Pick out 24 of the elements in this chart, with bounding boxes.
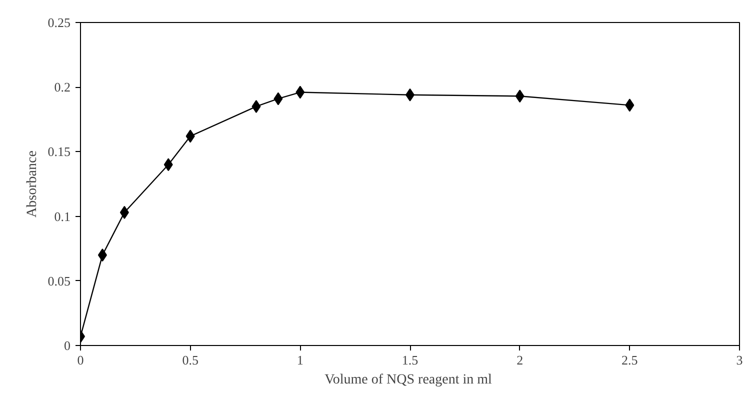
point: [296, 86, 305, 99]
y-tick-label: 0.05: [48, 273, 70, 288]
x-tick-label: 0.5: [182, 352, 198, 368]
y-axis-title: Absorbance: [24, 150, 40, 218]
point: [515, 90, 524, 103]
x-tick-label: 2.5: [622, 352, 638, 368]
point: [252, 100, 261, 113]
x-tick-label: 0: [77, 352, 84, 368]
y-tick-label: 0.2: [54, 80, 70, 95]
point: [164, 158, 173, 172]
y-tick-label: 0.1: [54, 208, 70, 224]
x-axis-title: Volume of NQS reagent in ml: [324, 372, 492, 388]
point: [186, 130, 195, 143]
point: [625, 98, 634, 112]
x-tick-label: 3: [736, 352, 743, 368]
y-tick-label: 0: [64, 338, 70, 353]
x-tick-label: 1.5: [402, 352, 418, 368]
y-tick-label: 0.15: [48, 144, 70, 160]
y-tick-label: 0.25: [48, 15, 70, 30]
point: [120, 206, 129, 219]
point: [98, 248, 107, 262]
x-tick-label: 1: [296, 352, 304, 368]
x-tick-label: 2: [516, 352, 524, 368]
point: [274, 92, 283, 106]
